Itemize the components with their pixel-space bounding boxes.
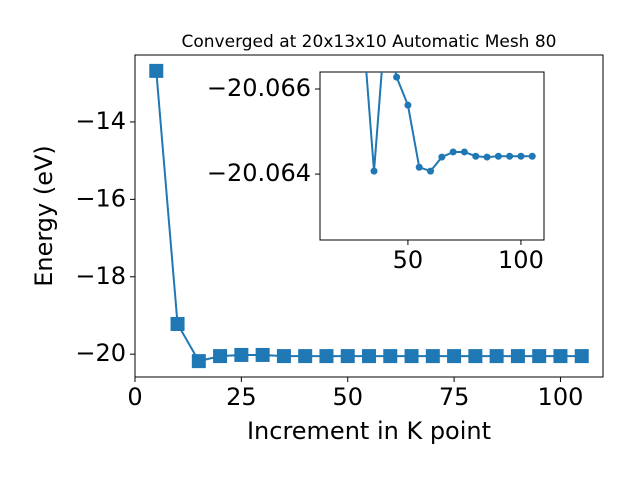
y-axis-label: Energy (eV) xyxy=(30,145,58,287)
data-point xyxy=(449,148,457,156)
data-point xyxy=(494,152,502,160)
y-tick-label: −18 xyxy=(75,262,126,290)
x-tick-label: 100 xyxy=(498,246,544,274)
series xyxy=(149,63,589,369)
x-tick-label: 75 xyxy=(439,383,470,411)
data-point xyxy=(472,152,480,160)
data-point xyxy=(370,167,378,175)
data-point xyxy=(383,349,398,364)
data-point xyxy=(425,349,440,364)
series xyxy=(359,22,536,175)
data-point xyxy=(213,349,228,364)
y-tick-label: −20 xyxy=(75,339,126,367)
data-point xyxy=(276,349,291,364)
data-point xyxy=(415,163,423,171)
data-point xyxy=(438,153,446,161)
data-point xyxy=(427,167,435,175)
data-point xyxy=(298,349,313,364)
data-point xyxy=(393,73,401,81)
x-tick-label: 100 xyxy=(538,383,584,411)
chart-title: Converged at 20x13x10 Automatic Mesh 80 xyxy=(182,32,557,52)
y-tick-label: −20.064 xyxy=(207,159,311,187)
data-point xyxy=(404,349,419,364)
data-point xyxy=(447,349,462,364)
data-point xyxy=(362,349,376,364)
x-tick-label: 0 xyxy=(127,383,142,411)
data-point xyxy=(489,349,504,364)
x-tick-label: 50 xyxy=(393,246,424,274)
data-point xyxy=(460,148,468,156)
data-point xyxy=(510,349,525,364)
data-point xyxy=(528,152,536,160)
data-point xyxy=(149,63,164,78)
x-tick-label: 25 xyxy=(226,383,257,411)
data-point xyxy=(483,153,491,161)
data-point xyxy=(506,152,514,160)
y-tick-label: −14 xyxy=(75,107,126,135)
data-point xyxy=(553,349,568,364)
data-point xyxy=(532,349,547,364)
x-tick-label: 50 xyxy=(332,383,363,411)
data-point xyxy=(191,354,206,369)
y-tick-label: −20.066 xyxy=(207,74,311,102)
data-point xyxy=(574,349,589,364)
data-line xyxy=(365,72,533,173)
data-point xyxy=(517,152,525,160)
y-tick-label: −16 xyxy=(75,184,126,212)
data-point xyxy=(468,349,483,364)
x-axis-label: Increment in K point xyxy=(247,417,491,445)
data-point xyxy=(404,101,412,109)
data-point xyxy=(359,22,366,29)
data-point xyxy=(319,349,334,364)
data-point xyxy=(170,316,185,331)
data-point xyxy=(382,22,389,29)
data-point xyxy=(255,347,270,362)
data-point xyxy=(234,347,249,362)
data-point xyxy=(340,349,355,364)
